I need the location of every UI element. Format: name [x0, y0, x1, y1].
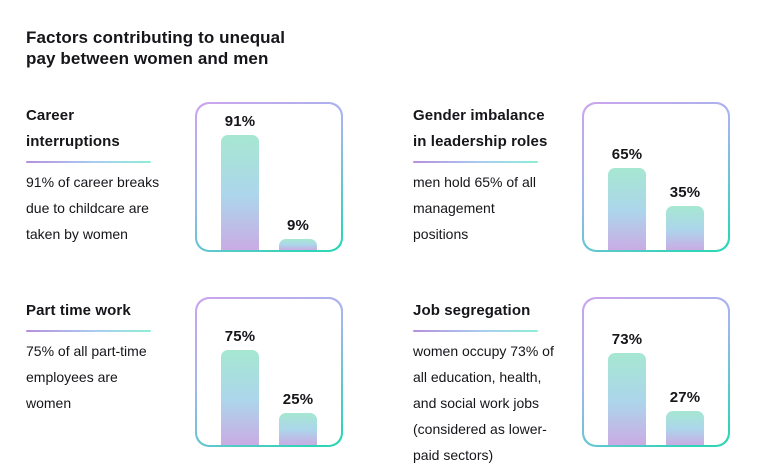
panel-text-block: Job segregation women occupy 73% of all …	[413, 297, 570, 468]
bar	[666, 206, 704, 251]
bar	[608, 168, 646, 251]
panel-description: 91% of career breaks due to childcare ar…	[26, 174, 160, 242]
panel-text-block: Gender imbalance in leadership roles men…	[413, 102, 570, 247]
bar-value-label: 73%	[611, 331, 643, 349]
bar-chart-job-segregation: 73% 27%	[582, 297, 730, 447]
bar	[221, 135, 259, 251]
bar	[221, 350, 259, 446]
panel-career-interruptions: Career interruptions 91% of career break…	[26, 102, 343, 252]
bar-value-label: 75%	[224, 328, 256, 346]
panel-description: women occupy 73% of all education, healt…	[413, 343, 554, 463]
bar-group: 75%	[221, 328, 259, 446]
panels-grid: Career interruptions 91% of career break…	[26, 102, 742, 468]
panel-job-segregation: Job segregation women occupy 73% of all …	[413, 297, 730, 468]
bar-value-label: 27%	[669, 389, 701, 407]
bar-group: 35%	[666, 184, 704, 251]
bar-value-label: 35%	[669, 184, 701, 202]
bar-group: 27%	[666, 389, 704, 446]
chart-plot-area: 73% 27%	[583, 298, 729, 446]
bar-group: 65%	[608, 146, 646, 251]
chart-plot-area: 75% 25%	[196, 298, 342, 446]
page-title: Factors contributing to unequal pay betw…	[26, 28, 286, 68]
bar-group: 9%	[279, 217, 317, 251]
gradient-underline	[413, 161, 538, 163]
bar-chart-career-interruptions: 91% 9%	[195, 102, 343, 252]
bar-value-label: 91%	[224, 113, 256, 131]
bar-chart-part-time-work: 75% 25%	[195, 297, 343, 447]
bar	[608, 353, 646, 446]
bar	[666, 411, 704, 446]
bar-group: 25%	[279, 391, 317, 446]
bar	[279, 239, 317, 251]
bar-value-label: 9%	[286, 217, 310, 235]
panel-title: Part time work	[26, 302, 131, 319]
chart-plot-area: 65% 35%	[583, 103, 729, 251]
panel-gender-imbalance: Gender imbalance in leadership roles men…	[413, 102, 730, 252]
panel-title: Gender imbalance in leadership roles	[413, 107, 548, 150]
gradient-underline	[26, 161, 151, 163]
gradient-underline	[413, 330, 538, 332]
panel-title: Career interruptions	[26, 107, 120, 150]
bar-value-label: 65%	[611, 146, 643, 164]
panel-description: men hold 65% of all management positions	[413, 174, 536, 242]
panel-text-block: Career interruptions 91% of career break…	[26, 102, 183, 247]
panel-description: 75% of all part-time employees are women	[26, 343, 147, 411]
bar-chart-gender-imbalance: 65% 35%	[582, 102, 730, 252]
bar-group: 73%	[608, 331, 646, 446]
bar-group: 91%	[221, 113, 259, 251]
chart-plot-area: 91% 9%	[196, 103, 342, 251]
panel-part-time-work: Part time work 75% of all part-time empl…	[26, 297, 343, 468]
panel-title: Job segregation	[413, 302, 531, 319]
panel-text-block: Part time work 75% of all part-time empl…	[26, 297, 183, 416]
bar-value-label: 25%	[282, 391, 314, 409]
bar	[279, 413, 317, 446]
gradient-underline	[26, 330, 151, 332]
